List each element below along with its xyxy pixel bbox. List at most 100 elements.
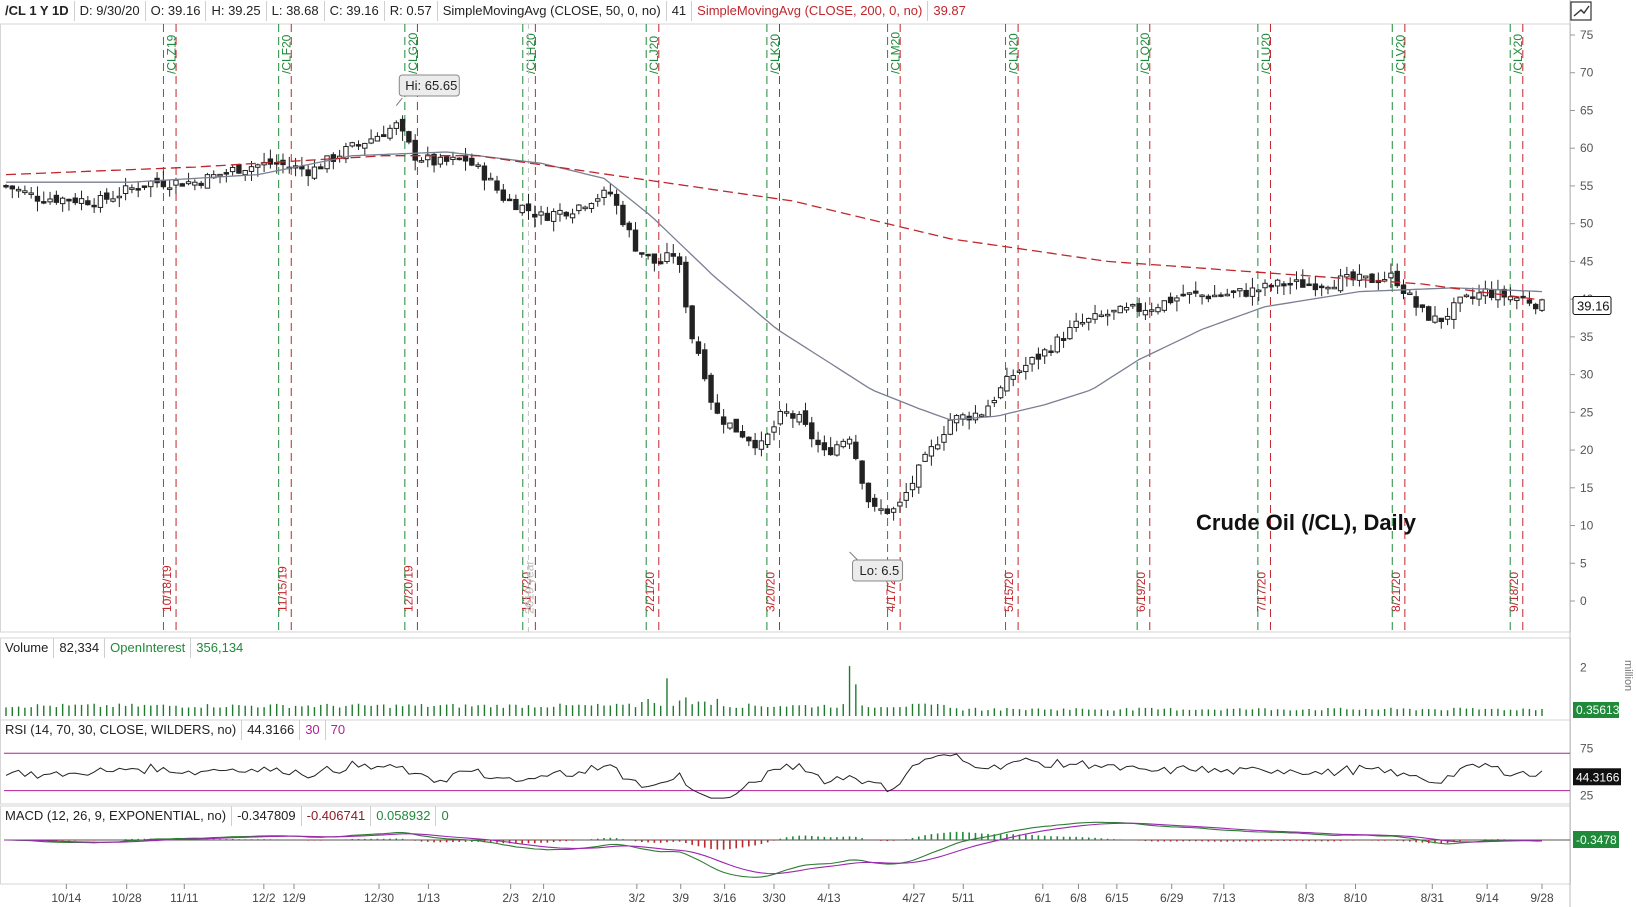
candle [506,198,513,202]
high-callout-line [395,97,403,106]
x-tick-label: 8/3 [1298,891,1315,905]
candle [985,405,991,418]
candle [1224,293,1230,297]
price-tick-label: 50 [1580,217,1594,231]
candle [689,305,695,340]
candle [903,492,909,501]
drawing-tool-icon[interactable] [1570,1,1592,21]
candle [330,154,337,162]
macd-zero: 0 [441,808,449,823]
x-tick-label: 10/14 [51,891,81,905]
sma50-label[interactable]: SimpleMovingAvg (CLOSE, 50, 0, no) [438,1,667,21]
x-tick-label: 4/27 [902,891,926,905]
candle [236,164,242,174]
candle [192,181,198,186]
rollover-date-label: 10/18/19 [160,565,174,612]
candle [513,198,519,211]
candle [110,198,116,202]
candle [544,212,551,221]
candle [639,252,645,255]
candle [714,402,721,414]
x-tick-label: 6/15 [1105,891,1129,905]
candle [897,501,903,507]
candle [1300,279,1306,288]
candle [626,222,632,231]
x-tick-label: 6/1 [1034,891,1051,905]
rsi-label[interactable]: RSI (14, 70, 30, CLOSE, WILDERS, no) [0,720,243,740]
rollover-date-label: 12/20/19 [401,565,415,612]
rsi-value: 44.3166 [242,720,301,740]
low-readout: L: 38.68 [267,1,325,21]
candle [135,188,141,191]
candle [890,508,897,513]
candle [349,142,355,147]
candle [997,387,1004,399]
contract-label: /CLH20 [524,33,538,74]
macd-signal-line [6,822,1542,875]
candle [53,194,60,203]
last-price-value: 39.16 [1577,298,1610,313]
candle [1230,290,1237,293]
candle [1451,302,1457,320]
candle [255,164,261,168]
close-readout: C: 39.16 [325,1,385,21]
candle [425,154,431,161]
symbol-label[interactable]: /CL 1 Y 1D [0,1,75,21]
open-interest-value: 356,134 [196,640,244,655]
macd-label[interactable]: MACD (12, 26, 9, EXPONENTIAL, no) [0,806,233,826]
candle [97,195,104,208]
rsi-overbought: 70 [330,722,346,737]
candle [393,122,399,129]
price-tick-label: 10 [1580,519,1594,533]
candle [1356,273,1363,281]
volume-label[interactable]: Volume [0,638,55,658]
candle [519,204,525,214]
x-tick-label: 1/13 [417,891,441,905]
candle [922,453,928,462]
candle [412,139,418,161]
price-tick-label: 15 [1580,481,1594,495]
candle [1098,314,1105,318]
candle [173,179,179,186]
candle [160,179,167,188]
contract-label: /CLZ19 [164,34,178,74]
candle [746,436,752,442]
candle [934,444,941,450]
x-tick-label: 3/2 [629,891,646,905]
candle [1369,273,1375,283]
candle [462,155,469,162]
candle [1463,294,1470,298]
x-tick-label: 11/11 [170,891,199,905]
contract-label: /CLQ20 [1138,32,1152,74]
candle [1325,286,1331,290]
candle [59,197,66,205]
low-callout-line [849,551,858,561]
candle [771,426,777,433]
price-tick-label: 20 [1580,443,1594,457]
candle [1029,356,1035,365]
candle [607,191,614,195]
candle [1533,303,1539,310]
candle [991,400,998,404]
candle [273,162,280,165]
high-readout: H: 39.25 [206,1,267,21]
candle [469,157,475,166]
candle [305,169,311,177]
candle [1117,305,1123,314]
candle [399,118,406,132]
candle [796,413,802,423]
candle [752,439,758,449]
candle [85,200,91,206]
candle [1350,271,1356,281]
candle [563,211,569,217]
sma200-label[interactable]: SimpleMovingAvg (CLOSE, 200, 0, no) [692,1,929,21]
candle [1249,287,1256,297]
candle [670,253,676,257]
candle [727,422,733,429]
candle [928,446,935,457]
candle [708,374,714,403]
rsi-last-value: 44.3166 [1576,770,1620,784]
candle [481,165,488,181]
open-interest-label[interactable]: OpenInterest [105,638,192,658]
